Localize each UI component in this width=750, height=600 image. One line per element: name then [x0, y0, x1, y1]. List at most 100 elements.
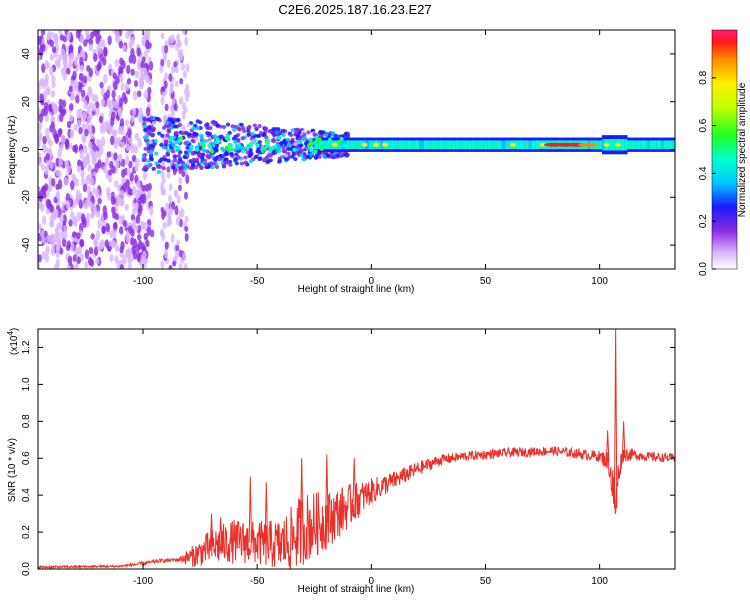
spectrogram-cell: [179, 77, 184, 85]
spectrogram-cell: [120, 126, 125, 136]
spectrogram-cell: [255, 149, 260, 154]
spectrogram-cell: [134, 132, 140, 141]
spectrogram-cell: [164, 248, 169, 259]
spectrogram-cell: [240, 149, 245, 154]
spectrogram-cell: [65, 243, 71, 252]
spectrogram-cell: [181, 30, 186, 35]
spectrogram-cell: [126, 167, 131, 176]
spectrogram-cell: [89, 31, 95, 39]
spectrogram-cell: [232, 127, 237, 132]
spectrogram-cell: [124, 119, 129, 127]
spectrogram-cell: [410, 140, 413, 150]
spectrogram-cell: [620, 138, 623, 151]
spectrogram-cell: [170, 233, 175, 244]
spectrogram-cell: [79, 64, 85, 73]
spectrogram-cell: [205, 131, 210, 136]
spectrogram-cell: [181, 170, 186, 178]
spectrogram-cell: [333, 133, 339, 138]
spectrogram-cell: [183, 166, 188, 171]
spectrogram-cell: [419, 140, 423, 150]
spectrogram-cell: [421, 140, 425, 150]
spectrogram-cell: [73, 124, 78, 131]
spectrogram-cell: [306, 143, 311, 148]
x-tick-label: -100: [133, 276, 153, 287]
spectrogram-cell: [353, 140, 356, 150]
spectrogram-cell: [131, 54, 137, 65]
spectrogram-cell: [170, 65, 175, 74]
spectrogram-cell: [60, 67, 66, 76]
spectrogram-cell: [476, 140, 480, 150]
spectrogram-cell: [331, 142, 338, 147]
spectrogram-cell: [357, 140, 361, 150]
spectrogram-cell: [63, 176, 69, 186]
spectrogram-cell: [55, 258, 61, 269]
colorbar-tick-label: 0.4: [698, 166, 709, 180]
spectrogram-cell: [160, 260, 165, 269]
snr-frame: [37, 328, 676, 570]
spectrogram-cell: [85, 212, 91, 223]
spectrogram-cell: [206, 155, 211, 160]
spectrogram-cell: [183, 150, 189, 155]
spectrogram-cell: [63, 224, 68, 233]
spectrogram-cell: [70, 242, 75, 252]
spectrogram-cell: [228, 143, 233, 148]
spectrogram-cell: [143, 146, 148, 151]
spectrogram-cell: [79, 149, 84, 160]
spectrogram-cell: [159, 142, 164, 147]
spectrogram-cell: [95, 69, 100, 77]
spectrogram-cell: [314, 138, 319, 143]
spectrogram-cell: [111, 89, 116, 99]
spectrogram-cell: [54, 133, 60, 144]
spectrogram-cell: [148, 78, 153, 86]
spectrogram-cell: [170, 33, 175, 44]
spectrogram-cell: [210, 120, 215, 125]
spectrogram-cell: [273, 144, 278, 149]
spectrogram-cell: [265, 144, 270, 149]
spectrogram-cell: [119, 73, 124, 83]
spectrogram-cell: [38, 113, 44, 123]
spectrogram-cell: [58, 143, 64, 151]
spectrogram-cell: [105, 222, 111, 233]
spectrogram-cell: [129, 39, 135, 47]
spectrogram-cell: [72, 144, 77, 153]
spectrogram-cell: [120, 168, 126, 178]
spectrogram-cell: [267, 129, 273, 134]
spectrogram-cell: [51, 177, 56, 187]
spectrogram-cell: [174, 80, 179, 87]
spectrogram-cell: [181, 101, 186, 111]
spectrogram-cell: [248, 159, 254, 164]
spectrogram-cell: [271, 127, 276, 132]
spectrogram-cell: [41, 78, 46, 90]
spectrogram-cell: [66, 31, 71, 41]
spectrogram-cell: [323, 140, 327, 150]
spectrogram-cell: [122, 219, 127, 227]
spectrogram-cell: [293, 150, 299, 155]
spectrogram-cell: [178, 263, 183, 269]
spectrogram-cell: [501, 140, 505, 150]
spectrogram-cell: [255, 133, 261, 138]
spectrogram-cell: [143, 138, 149, 143]
spectrogram-cell: [128, 225, 133, 234]
spectrogram-cell: [261, 133, 266, 138]
spectrogram-cell: [57, 30, 63, 35]
spectrogram-cell: [142, 157, 147, 162]
spectrogram-cell: [323, 132, 329, 137]
spectrogram-cell: [91, 93, 96, 102]
spectrogram-cell: [487, 140, 491, 150]
spectrogram-cell: [75, 30, 81, 39]
spectrogram-cell: [631, 140, 635, 150]
spectrogram-cell: [146, 226, 151, 237]
spectrogram-cell: [166, 129, 172, 134]
spectrogram-cell: [149, 229, 155, 238]
spectrogram-cell: [95, 106, 100, 117]
spectrogram-cell: [160, 58, 165, 68]
spectrogram-cell: [299, 143, 304, 148]
spectrogram-cell: [71, 231, 77, 238]
spectrogram-cell: [430, 140, 434, 150]
spectrogram-cell: [133, 225, 139, 232]
spectrogram-cell: [143, 50, 148, 59]
spectrogram-cell: [169, 125, 174, 130]
spectrogram-cell: [176, 139, 181, 144]
spectrogram-cell: [45, 86, 50, 95]
spectrogram-cell: [178, 96, 183, 105]
